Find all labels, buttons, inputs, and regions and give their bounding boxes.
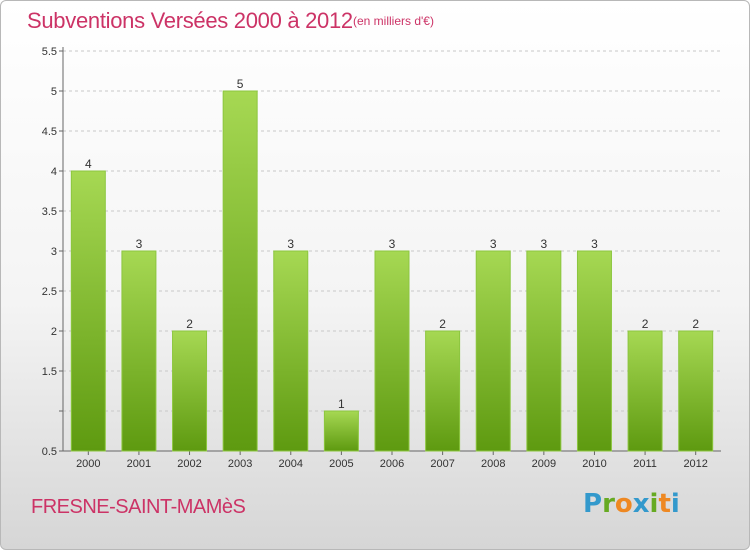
bar-value-label: 5: [237, 77, 244, 91]
bar: [70, 170, 106, 452]
x-tick-label: 2008: [481, 458, 505, 470]
x-tick-label: 2011: [633, 458, 657, 470]
y-tick-label: 5.5: [42, 46, 57, 58]
bar-value-label: 2: [439, 317, 446, 331]
logo-letter: P: [583, 489, 603, 519]
y-tick-label: 2.5: [42, 286, 57, 298]
bar: [576, 250, 612, 452]
bar-value-label: 3: [287, 237, 294, 251]
bar-value-label: 4: [85, 157, 92, 171]
y-tick-label: 0.5: [42, 446, 57, 458]
y-tick-label: 3: [51, 246, 57, 258]
y-tick-label: 2: [51, 326, 57, 338]
bar-value-label: 2: [186, 317, 193, 331]
logo-letter: x: [632, 489, 650, 519]
y-tick-label: 5: [51, 86, 57, 98]
bar: [121, 250, 157, 452]
x-tick-label: 2001: [127, 458, 151, 470]
bar: [172, 330, 208, 452]
bar: [425, 330, 461, 452]
x-tick-label: 2002: [177, 458, 201, 470]
x-tick-label: 2007: [430, 458, 454, 470]
x-tick-label: 2000: [76, 458, 100, 470]
logo-letter: t: [658, 489, 671, 519]
bar-value-label: 3: [389, 237, 396, 251]
bar-value-label: 2: [642, 317, 649, 331]
y-tick-label: 1.5: [42, 366, 57, 378]
y-tick-label: 4: [51, 166, 57, 178]
chart-subtitle: (en milliers d'€): [353, 14, 434, 28]
x-tick-label: 2003: [228, 458, 252, 470]
bar: [678, 330, 714, 452]
logo-letter: i: [670, 489, 680, 519]
bar: [323, 410, 359, 452]
bar: [273, 250, 309, 452]
chart-title: Subventions Versées 2000 à 2012: [27, 8, 353, 33]
y-tick-labels: 0.5 1.5 2 2.5 3 3.5 4 4.5 5 5.5: [42, 46, 57, 458]
logo-letter: r: [602, 489, 615, 519]
bar-value-label: 2: [692, 317, 699, 331]
bars: [70, 90, 714, 452]
commune-name: FRESNE-SAINT-MAMèS: [31, 496, 246, 518]
x-tick-label: 2012: [683, 458, 707, 470]
bar: [526, 250, 562, 452]
x-tick-label: 2004: [279, 458, 303, 470]
y-tick-label: 3.5: [42, 206, 57, 218]
x-tick-labels: 2000 2001 2002 2003 2004 2005 2006 2007 2008 2009…: [76, 458, 708, 470]
x-tick-label: 2009: [532, 458, 556, 470]
bar-value-label: 3: [490, 237, 497, 251]
bar: [374, 250, 410, 452]
logo-letter: i: [649, 489, 659, 519]
bar-value-label: 1: [338, 397, 345, 411]
proxiti-logo: Proxiti: [583, 489, 680, 519]
x-tick-label: 2005: [329, 458, 353, 470]
bar: [475, 250, 511, 452]
y-tick-label: 4.5: [42, 126, 57, 138]
bar-value-label: 3: [136, 237, 143, 251]
bar-value-label: 3: [591, 237, 598, 251]
data-labels: 4 3 2 5 3 1 3 2 3 3 3 2 2: [85, 77, 699, 411]
logo-letter: o: [614, 489, 633, 519]
bar: [222, 90, 258, 452]
x-tick-label: 2010: [582, 458, 606, 470]
x-tick-label: 2006: [380, 458, 404, 470]
bar-value-label: 3: [541, 237, 548, 251]
bar: [627, 330, 663, 452]
